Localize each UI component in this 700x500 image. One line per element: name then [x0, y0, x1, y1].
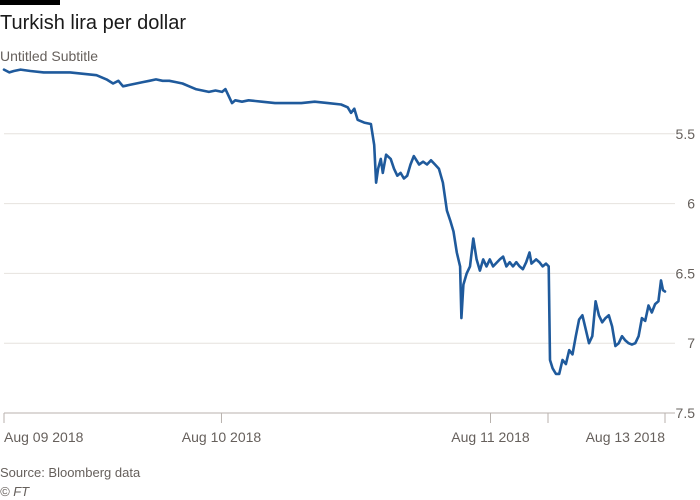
y-axis: 5.5 6 6.5 7 7.5 — [676, 126, 696, 421]
series-line — [2, 68, 667, 376]
chart-subtitle: Untitled Subtitle — [0, 48, 99, 64]
y-tick-label: 7.5 — [676, 405, 696, 421]
y-tick-label: 5.5 — [676, 126, 696, 142]
x-tick-label: Aug 10 2018 — [182, 429, 262, 445]
x-tick-label: Aug 13 2018 — [586, 429, 666, 445]
y-tick-label: 6 — [687, 196, 695, 212]
y-tick-label: 6.5 — [676, 265, 696, 281]
chart-title: Turkish lira per dollar — [0, 12, 186, 34]
x-axis: Aug 09 2018 Aug 10 2018 Aug 11 2018 Aug 13 … — [3, 413, 666, 445]
header-accent-bar — [0, 0, 60, 5]
y-tick-label: 7 — [687, 335, 695, 351]
x-tick-label: Aug 09 2018 — [4, 429, 84, 445]
source-note: Source: Bloomberg data — [0, 465, 141, 480]
series-layer — [2, 68, 667, 376]
ft-credit: © FT — [0, 484, 30, 499]
x-tick-label: Aug 11 2018 — [451, 429, 530, 445]
grid-layer — [4, 133, 675, 414]
